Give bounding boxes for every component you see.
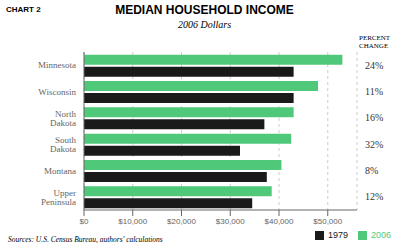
html-text:PERCENT: PERCENT bbox=[359, 34, 391, 42]
html-text:MEDIAN HOUSEHOLD INCOME: MEDIAN HOUSEHOLD INCOME bbox=[115, 3, 294, 17]
svg-text:SouthDakota: SouthDakota bbox=[50, 135, 76, 154]
svg-text:8%: 8% bbox=[365, 165, 378, 176]
svg-text:NorthDakota: NorthDakota bbox=[50, 109, 76, 128]
svg-text:$30,000: $30,000 bbox=[216, 217, 245, 226]
html-text:Sources: U.S. Census Bureau, a: Sources: U.S. Census Bureau, authors' ca… bbox=[8, 235, 163, 244]
svg-text:$40,000: $40,000 bbox=[265, 217, 294, 226]
svg-text:UpperPeninsula: UpperPeninsula bbox=[41, 188, 76, 207]
svg-text:12%: 12% bbox=[365, 191, 383, 202]
html-text:2006: 2006 bbox=[371, 230, 391, 240]
svg-text:Wisconsin: Wisconsin bbox=[38, 87, 76, 97]
html-text:CHART 2: CHART 2 bbox=[6, 5, 41, 14]
svg-text:$0: $0 bbox=[80, 217, 89, 226]
html-text:1979: 1979 bbox=[327, 230, 348, 240]
svg-text:11%: 11% bbox=[365, 86, 383, 97]
html-text:CHANGE: CHANGE bbox=[359, 42, 389, 50]
svg-text:Minnesota: Minnesota bbox=[38, 60, 76, 70]
svg-text:24%: 24% bbox=[365, 60, 383, 71]
svg-text:32%: 32% bbox=[365, 139, 383, 150]
svg-text:$50,000: $50,000 bbox=[313, 217, 342, 226]
html-text:2006 Dollars: 2006 Dollars bbox=[178, 19, 231, 30]
svg-text:$10,000: $10,000 bbox=[118, 217, 147, 226]
svg-text:Montana: Montana bbox=[44, 166, 76, 176]
svg-text:$20,000: $20,000 bbox=[167, 217, 196, 226]
svg-text:16%: 16% bbox=[365, 112, 383, 123]
